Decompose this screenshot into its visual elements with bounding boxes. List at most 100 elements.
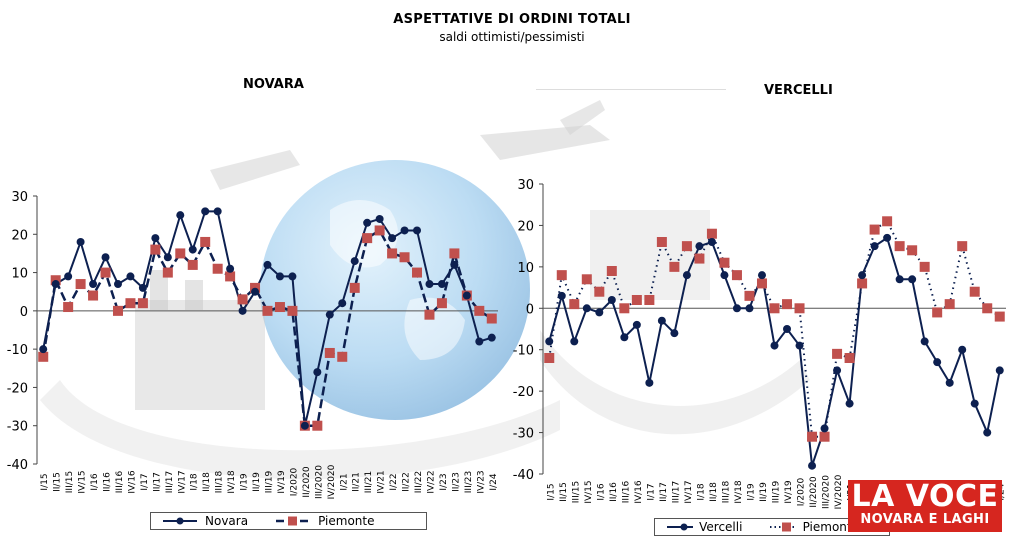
- vercelli-y-tick-label: 10: [517, 261, 534, 276]
- novara-x-tick-label: I/22: [389, 473, 399, 490]
- vercelli-main-point: [995, 366, 1004, 375]
- novara-x-tick-label: III/18: [215, 471, 225, 494]
- vercelli-piemonte-point: [994, 311, 1005, 322]
- novara-main-point: [263, 260, 272, 269]
- logo-line-2: NOVARA E LAGHI: [860, 512, 990, 527]
- vercelli-x-tick-label: IV/18: [734, 480, 744, 504]
- novara-x-tick-label: IV/15: [78, 470, 88, 493]
- novara-x-tick-label: IV/22: [426, 470, 436, 493]
- vercelli-main-point: [908, 275, 917, 284]
- vercelli-main-point: [795, 341, 804, 350]
- novara-piemonte-point: [212, 263, 223, 274]
- divider-line: [536, 89, 726, 90]
- novara-piemonte-point: [137, 298, 148, 309]
- vercelli-main-point: [895, 275, 904, 284]
- vercelli-chart-title: VERCELLI: [764, 83, 833, 98]
- vercelli-main-line: [548, 236, 1001, 467]
- vercelli-main-point: [757, 271, 766, 280]
- vercelli-main-point: [808, 461, 817, 470]
- novara-x-tick-label: I/16: [90, 473, 100, 490]
- vercelli-x-tick-label: I/16: [596, 483, 606, 500]
- novara-piemonte-point: [486, 313, 497, 324]
- vercelli-main-point: [970, 399, 979, 408]
- novara-piemonte-point: [349, 282, 360, 293]
- vercelli-x-tick-label: I/17: [646, 483, 656, 500]
- vercelli-piemonte-point: [594, 286, 605, 297]
- novara-piemonte-point: [63, 302, 74, 313]
- novara-piemonte-point: [436, 298, 447, 309]
- vercelli-piemonte-point: [619, 303, 630, 314]
- novara-piemonte-point: [449, 248, 460, 259]
- novara-main-point: [226, 264, 235, 273]
- novara-x-tick-label: III/2020: [314, 465, 324, 499]
- novara-main-point: [475, 337, 484, 346]
- novara-x-tick-label: IV/17: [177, 470, 187, 493]
- novara-main-point: [213, 207, 222, 216]
- vercelli-x-tick-label: III/15: [571, 481, 581, 503]
- novara-main-point: [313, 368, 322, 377]
- vercelli-piemonte-point: [982, 303, 993, 314]
- novara-piemonte-point: [287, 305, 298, 316]
- vercelli-y-tick-label: 30: [517, 178, 534, 193]
- novara-x-tick-label: III/19: [265, 471, 275, 494]
- novara-main-point: [76, 237, 85, 246]
- novara-y-tick-label: -30: [7, 420, 28, 435]
- vercelli-x-tick-label: I/19: [746, 483, 756, 500]
- novara-main-point: [251, 287, 260, 296]
- vercelli-x-tick-label: III/18: [721, 481, 731, 504]
- vercelli-y-tick-label: 0: [526, 302, 534, 317]
- vercelli-y-tick-label: -10: [513, 344, 534, 359]
- vercelli-piemonte-point: [631, 295, 642, 305]
- novara-x-tick-label: IV/21: [377, 470, 387, 493]
- vercelli-main-point: [870, 242, 879, 251]
- vercelli-x-tick-label: IV/15: [584, 480, 594, 503]
- vercelli-piemonte-point: [731, 270, 742, 281]
- vercelli-piemonte-point: [644, 295, 655, 305]
- novara-x-tick-label: IV/16: [127, 470, 137, 494]
- vercelli-y-tick-label: -20: [513, 385, 534, 400]
- novara-main-point: [188, 245, 197, 254]
- novara-piemonte-point: [399, 252, 410, 263]
- novara-x-tick-label: II/16: [103, 472, 113, 492]
- vercelli-piemonte-point: [944, 299, 955, 310]
- novara-piemonte-point: [162, 267, 173, 278]
- novara-piemonte-point: [387, 248, 398, 259]
- novara-main-point: [176, 211, 185, 220]
- legend-swatch-novara: [163, 517, 197, 525]
- novara-x-tick-label: III/17: [165, 471, 175, 493]
- novara-piemonte-point: [312, 420, 323, 431]
- novara-y-tick-label: 10: [11, 267, 28, 282]
- vercelli-piemonte-point: [719, 257, 730, 268]
- novara-piemonte-point: [337, 351, 348, 362]
- novara-main-point: [425, 280, 434, 289]
- novara-piemonte-point: [38, 351, 49, 362]
- page-title: ASPETTATIVE DI ORDINI TOTALI: [393, 12, 631, 27]
- novara-x-tick-label: I/17: [140, 473, 150, 490]
- vercelli-main-point: [833, 366, 842, 375]
- vercelli-piemonte-point: [919, 261, 930, 272]
- novara-main-point: [101, 253, 110, 262]
- novara-main-point: [51, 280, 60, 289]
- novara-piemonte-point: [374, 225, 385, 236]
- novara-main-point: [126, 272, 135, 281]
- vercelli-piemonte-point: [857, 278, 868, 289]
- novara-piemonte-point: [424, 309, 435, 320]
- vercelli-piemonte-point: [907, 245, 918, 256]
- novara-legend: Novara Piemonte: [150, 512, 427, 530]
- vercelli-main-point: [933, 358, 942, 367]
- vercelli-piemonte-point: [544, 353, 555, 363]
- novara-main-point: [238, 306, 247, 315]
- novara-main-point: [487, 333, 496, 342]
- novara-main-point: [375, 214, 384, 223]
- novara-x-tick-label: I/23: [439, 473, 449, 490]
- vercelli-main-point: [632, 320, 641, 329]
- vercelli-main-point: [595, 308, 604, 317]
- vercelli-x-tick-label: IV/17: [684, 480, 694, 503]
- vercelli-main-point: [858, 271, 867, 280]
- novara-x-tick-label: II/22: [402, 472, 412, 492]
- page-subtitle: saldi ottimisti/pessimisti: [439, 30, 585, 44]
- vercelli-piemonte-point: [969, 286, 980, 297]
- novara-x-tick-label: III/15: [65, 471, 75, 493]
- novara-y-tick-label: -40: [7, 458, 28, 473]
